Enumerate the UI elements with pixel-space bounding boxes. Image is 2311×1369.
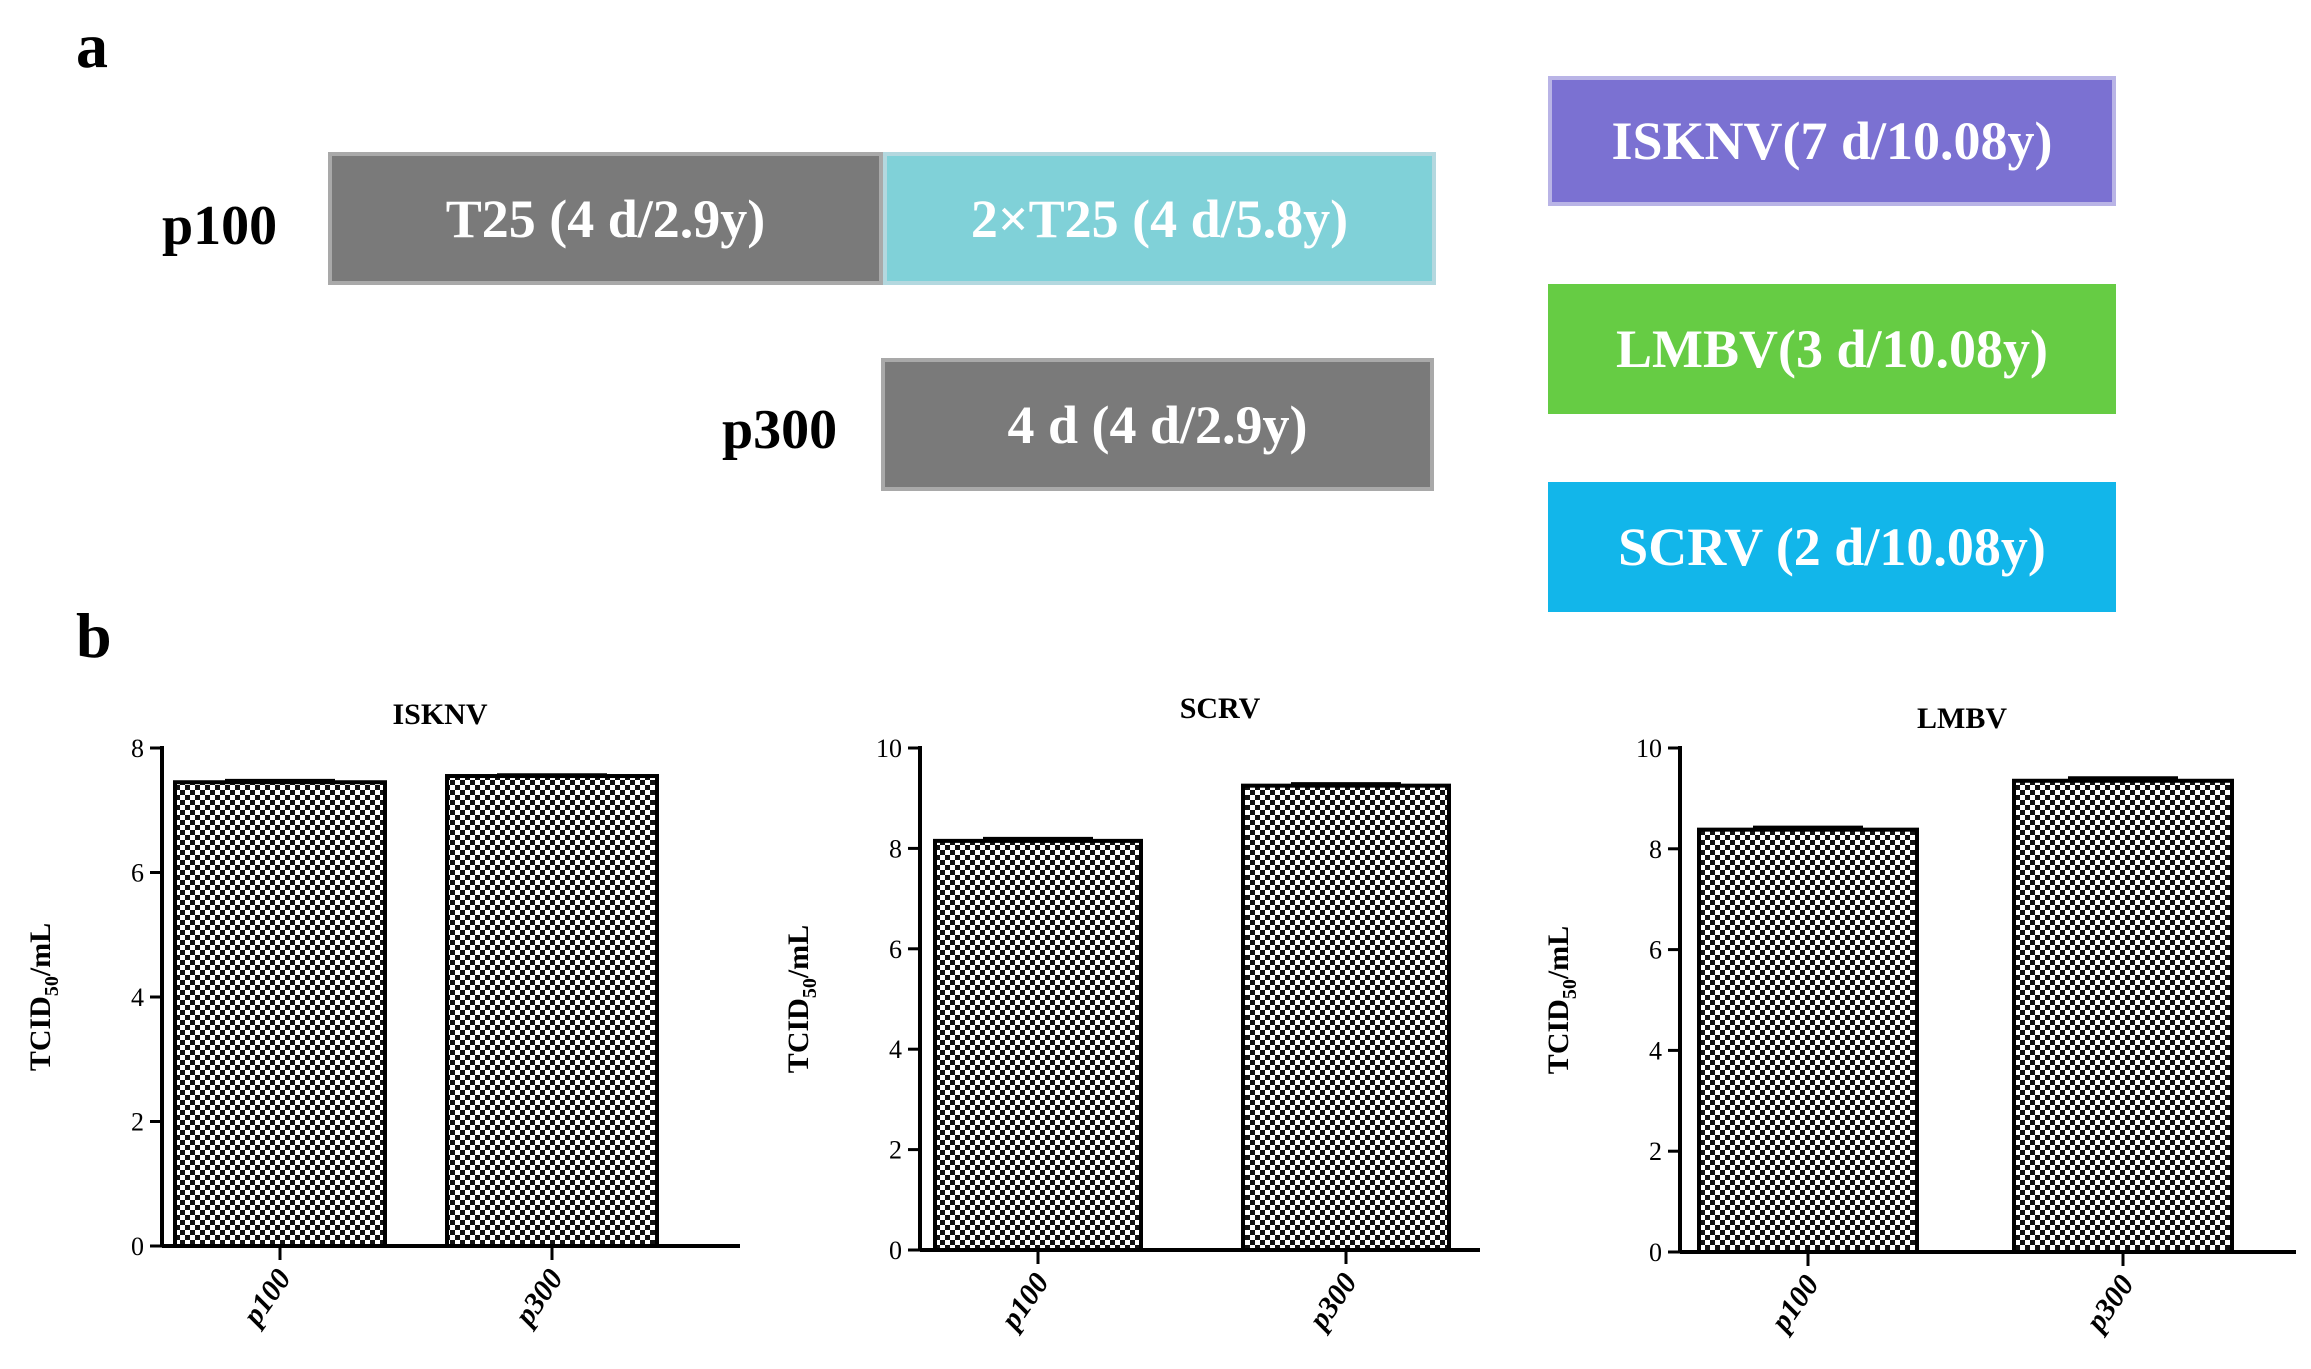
p300-row-label: p300 — [722, 399, 838, 461]
bar-p300 — [2012, 778, 2234, 1254]
chart-title: SCRV — [1180, 692, 1261, 725]
bar-p100 — [1697, 827, 1919, 1254]
chart-title: ISKNV — [392, 698, 487, 731]
y-tick-label: 6 — [889, 935, 902, 964]
x-tick-label-p100: p100 — [993, 1267, 1056, 1338]
y-tick-label: 0 — [131, 1232, 144, 1261]
x-tick-label-p300: p300 — [507, 1263, 570, 1334]
p100-t25-box: T25 (4 d/2.9y) — [328, 152, 883, 285]
legend-isknv: ISKNV(7 d/10.08y) — [1548, 76, 2116, 206]
bar-p300 — [1241, 783, 1451, 1253]
p100-2xt25-box: 2×T25 (4 d/5.8y) — [883, 152, 1436, 285]
y-tick-label: 0 — [1649, 1238, 1662, 1267]
x-tick-label-p300: p300 — [1301, 1267, 1364, 1338]
panel-a-letter: a — [76, 10, 108, 81]
bar-p100 — [933, 838, 1143, 1252]
y-axis-label: TCID50/mL — [1542, 926, 1581, 1074]
y-axis-label: TCID50/mL — [24, 923, 63, 1071]
bar-p100 — [173, 780, 387, 1248]
y-tick-label: 2 — [889, 1136, 902, 1165]
x-tick-label-p100: p100 — [1763, 1269, 1826, 1340]
y-tick-label: 0 — [889, 1236, 902, 1265]
x-tick-label-p300: p300 — [2078, 1269, 2141, 1340]
legend-scrv: SCRV (2 d/10.08y) — [1548, 482, 2116, 612]
y-tick-label: 2 — [131, 1108, 144, 1137]
y-tick-label: 10 — [876, 734, 902, 763]
y-axis-label: TCID50/mL — [782, 925, 821, 1073]
y-tick-label: 8 — [1649, 835, 1662, 864]
legend-lmbv: LMBV(3 d/10.08y) — [1548, 284, 2116, 414]
chart-title: LMBV — [1917, 702, 2007, 735]
y-tick-label: 4 — [131, 983, 144, 1012]
y-tick-label: 4 — [1649, 1036, 1662, 1065]
panel-b-letter: b — [76, 600, 112, 671]
y-tick-label: 6 — [1649, 936, 1662, 965]
bar-p300 — [445, 774, 659, 1248]
y-tick-label: 6 — [131, 859, 144, 888]
y-tick-label: 8 — [131, 734, 144, 763]
y-tick-label: 10 — [1636, 734, 1662, 763]
y-tick-label: 4 — [889, 1035, 902, 1064]
y-tick-label: 8 — [889, 834, 902, 863]
p100-row-label: p100 — [162, 195, 278, 257]
p300-4d-box: 4 d (4 d/2.9y) — [881, 358, 1434, 491]
x-tick-label-p100: p100 — [235, 1263, 298, 1334]
y-tick-label: 2 — [1649, 1137, 1662, 1166]
